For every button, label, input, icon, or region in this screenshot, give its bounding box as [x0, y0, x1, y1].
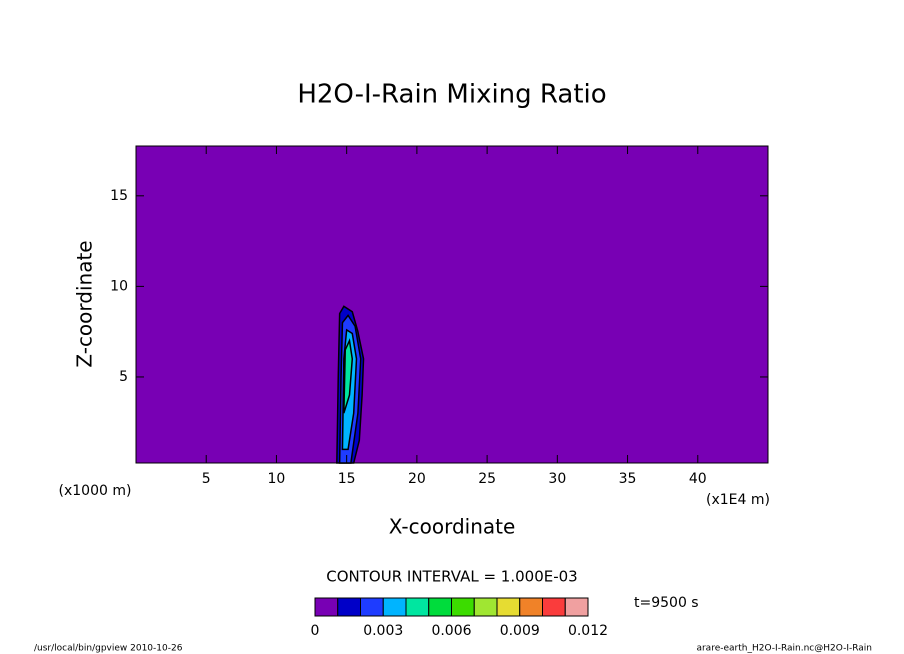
x-tick-label: 35 [619, 471, 637, 487]
colorbar-box [428, 597, 452, 617]
x-unit-left: (x1000 m) [59, 483, 132, 499]
colorbar-box [314, 597, 339, 617]
time-label: t=9500 s [634, 595, 699, 611]
x-tick-label: 5 [202, 471, 211, 487]
colorbar-box [496, 597, 521, 617]
colorbar-label: 0.009 [500, 623, 540, 639]
colorbar-label: 0.006 [431, 623, 471, 639]
footer-left: /usr/local/bin/gpview 2010-10-26 [34, 644, 183, 654]
plot-background [136, 146, 768, 463]
x-tick-label: 20 [408, 471, 426, 487]
colorbar-box [451, 597, 475, 617]
x-tick-label: 30 [548, 471, 566, 487]
colorbar-box [337, 597, 361, 617]
colorbar-box [382, 597, 407, 617]
y-axis-label: Z-coordinate [73, 240, 97, 367]
colorbar-box [360, 597, 384, 617]
colorbar-box [473, 597, 498, 617]
colorbar-box [405, 597, 430, 617]
x-tick-label: 40 [689, 471, 707, 487]
x-tick-label: 15 [338, 471, 356, 487]
y-tick-label: 10 [110, 278, 128, 294]
contour-region [343, 338, 354, 414]
colorbar-box [519, 597, 543, 617]
footer-right: arare-earth_H2O-I-Rain.nc@H2O-I-Rain [696, 644, 872, 654]
plot-frame [135, 145, 769, 464]
colorbar-box [564, 597, 589, 617]
x-tick-label: 25 [478, 471, 496, 487]
colorbar-box [542, 597, 566, 617]
colorbar-label: 0.003 [363, 623, 403, 639]
colorbar-label: 0 [311, 623, 320, 639]
y-tick-label: 5 [119, 369, 128, 385]
chart-title: H2O-I-Rain Mixing Ratio [297, 80, 606, 110]
contour-interval: CONTOUR INTERVAL = 1.000E-03 [326, 568, 577, 586]
x-axis-label: X-coordinate [389, 515, 516, 539]
x-tick-label: 10 [268, 471, 286, 487]
colorbar-label: 0.012 [568, 623, 608, 639]
x-unit-right: (x1E4 m) [706, 492, 770, 508]
y-tick-label: 15 [110, 188, 128, 204]
